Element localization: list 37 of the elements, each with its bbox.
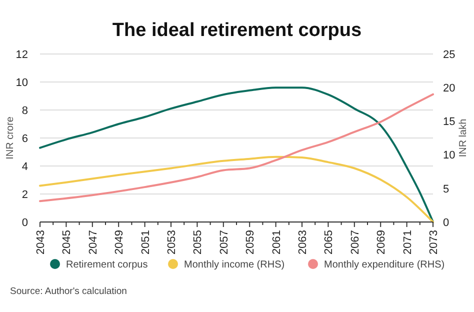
x-tick-label: 2065 [323,230,336,254]
x-tick-label: 2073 [428,230,440,254]
x-tick-label: 2053 [166,230,178,254]
x-tick-label: 2045 [61,230,74,254]
x-tick-label: 2047 [87,230,100,254]
y2-tick-label: 10 [443,150,456,162]
y2-tick-label: 25 [443,48,456,61]
x-tick-label: 2063 [297,230,309,254]
y-tick-label: 6 [22,132,28,145]
x-tick-label: 2061 [270,230,283,254]
x-tick-label: 2049 [114,230,126,254]
y-tick-label: 8 [22,104,28,117]
y-tick-label: 4 [22,160,28,173]
x-tick-label: 2069 [376,230,388,254]
x-tick-label: 2055 [192,230,204,254]
y2-tick-label: 15 [443,116,456,128]
legend-label: Retirement corpus [66,260,148,270]
x-tick-label: 2067 [349,230,362,254]
line-series [39,93,434,202]
y-tick-label: 0 [22,216,28,229]
source-note: Source: Author's calculation [10,286,127,297]
chart-title: The ideal retirement corpus [112,20,362,41]
y2-tick-label: 5 [443,183,450,196]
y-tick-label: 12 [16,48,28,61]
legend-label: Monthly income (RHS) [184,260,285,270]
x-tick-label: 2057 [218,230,230,254]
x-tick-label: 2043 [35,230,47,254]
y2-tick-label: 20 [443,82,456,94]
y2-axis-title: INR lakh [458,118,469,158]
x-tick-label: 2059 [244,230,257,254]
x-tick-label: 2051 [140,230,152,254]
x-tick-label: 2071 [402,230,414,254]
y-axis-title: INR crore [5,116,16,160]
y-tick-label: 10 [16,76,28,89]
y-tick-label: 2 [22,188,28,201]
y2-tick-label: 0 [443,216,450,229]
legend-label: Monthly expenditure (RHS) [324,260,445,270]
